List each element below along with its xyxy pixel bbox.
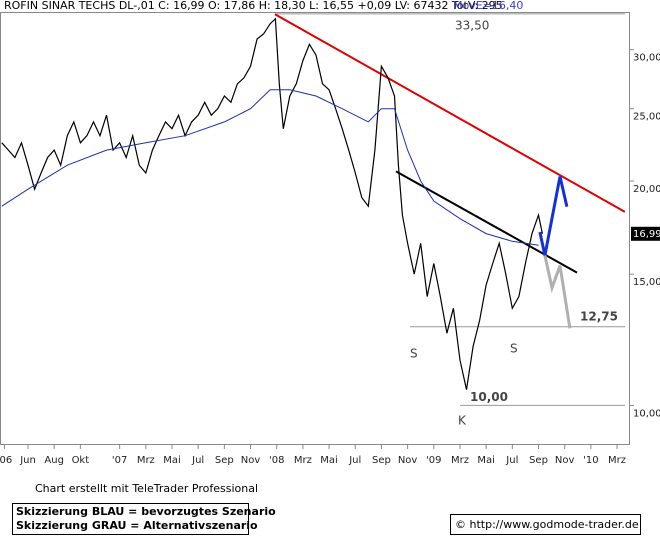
indicator: MovE=16,40 bbox=[453, 0, 523, 12]
price-line bbox=[1, 17, 543, 390]
x-tick-label: Nov bbox=[398, 455, 418, 466]
x-tick-label: Mrz bbox=[294, 455, 312, 466]
x-tick-label: Okt bbox=[72, 455, 90, 466]
plot-frame bbox=[0, 12, 630, 445]
x-tick-label: Mai bbox=[477, 455, 495, 466]
x-tick-label: Sep bbox=[215, 455, 234, 466]
trendline bbox=[274, 13, 626, 213]
credit: Chart erstellt mit TeleTrader Profession… bbox=[35, 482, 258, 495]
source-box bbox=[450, 514, 641, 535]
annotation: S bbox=[510, 342, 518, 356]
y-tick-label: 30,00 bbox=[633, 53, 660, 64]
last-price-tag bbox=[631, 226, 660, 241]
legend-entry: Skizzierung GRAU = Alternativszenario bbox=[16, 519, 258, 532]
x-tick-label: Mrz bbox=[451, 455, 469, 466]
plot: 33,50 12,75 10,00 bbox=[1, 13, 626, 406]
y-tick-label: 20,00 bbox=[633, 184, 660, 195]
x-tick-label: Jun bbox=[19, 455, 36, 466]
x-tick-label: Jul bbox=[348, 455, 361, 466]
x-tick-label: Sep bbox=[372, 455, 391, 466]
x-tick-label: '09 bbox=[426, 455, 441, 466]
x-tick-label: '06 bbox=[0, 455, 12, 466]
scenario-arrow bbox=[543, 255, 572, 329]
x-tick-label: Mrz bbox=[137, 455, 155, 466]
x-tick-label: '08 bbox=[269, 455, 284, 466]
x-tick-label: Aug bbox=[44, 455, 64, 466]
source: © http://www.godmode-trader.de bbox=[455, 518, 639, 531]
x-tick-label: Mai bbox=[320, 455, 338, 466]
moving-average bbox=[1, 89, 539, 246]
y-tick-label: 25,00 bbox=[633, 112, 660, 123]
annotation: S bbox=[410, 347, 418, 361]
y-tick-label: 15,00 bbox=[633, 277, 660, 288]
trendline bbox=[395, 170, 578, 274]
x-tick-label: Nov bbox=[555, 455, 575, 466]
x-tick-label: Mrz bbox=[608, 455, 626, 466]
x-tick-label: Jul bbox=[191, 455, 204, 466]
x-tick-label: '07 bbox=[112, 455, 127, 466]
legend-box bbox=[12, 503, 249, 535]
x-tick-label: Mai bbox=[163, 455, 181, 466]
level-label: 10,00 bbox=[470, 390, 508, 404]
last-price-label: 16,99 bbox=[633, 229, 660, 240]
header: ROFIN SINAR TECHS DL-,01 C: 16,99 O: 17,… bbox=[4, 0, 503, 12]
x-tick-label: Sep bbox=[529, 455, 548, 466]
annotation: K bbox=[458, 414, 467, 428]
y-tick-label: 10,00 bbox=[633, 408, 660, 419]
level-label: 33,50 bbox=[455, 18, 489, 32]
scenario-arrow bbox=[538, 176, 569, 256]
level-label: 12,75 bbox=[580, 309, 618, 323]
x-tick-label: Nov bbox=[241, 455, 261, 466]
x-tick-label: Jul bbox=[505, 455, 518, 466]
legend-entry: Skizzierung BLAU = bevorzugtes Szenario bbox=[16, 505, 276, 518]
x-tick-label: '10 bbox=[583, 455, 598, 466]
